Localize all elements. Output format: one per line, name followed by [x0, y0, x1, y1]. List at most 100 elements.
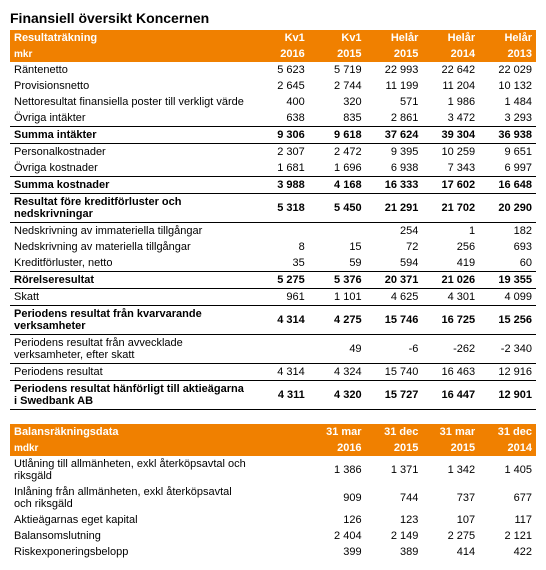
cell: 11 204 [422, 78, 479, 94]
cell: 594 [366, 255, 423, 272]
row-label: Inlåning från allmänheten, exkl återköps… [10, 484, 252, 512]
cell: 2 404 [309, 528, 366, 544]
col-h: 2016 [309, 440, 366, 456]
row-label: Nedskrivning av immateriella tillgångar [10, 223, 252, 240]
cell: 107 [422, 512, 479, 528]
cell: 3 293 [479, 110, 536, 127]
row-label: Nettoresultat finansiella poster till ve… [10, 94, 252, 110]
income-statement-table: Resultaträkning Kv1 Kv1 Helår Helår Helå… [10, 30, 536, 410]
cell: 20 371 [366, 272, 423, 289]
row-label: Rörelseresultat [10, 272, 252, 289]
cell: 21 026 [422, 272, 479, 289]
col-h: Helår [479, 30, 536, 46]
col-h: 2015 [309, 46, 366, 62]
cell: 1 405 [479, 456, 536, 484]
cell: 4 099 [479, 289, 536, 306]
cell-empty [252, 544, 309, 560]
income-header-label: Resultaträkning [10, 30, 252, 46]
cell: 15 746 [366, 306, 423, 335]
cell: 399 [309, 544, 366, 560]
cell: 1 386 [309, 456, 366, 484]
balance-header-row-2: mdkr 2016 2015 2015 2014 [10, 440, 536, 456]
table-row-total: Periodens resultat hänförligt till aktie… [10, 381, 536, 410]
row-label: Periodens resultat hänförligt till aktie… [10, 381, 252, 410]
col-h: 31 dec [479, 424, 536, 440]
cell: 49 [309, 335, 366, 364]
row-label: Summa intäkter [10, 127, 252, 144]
cell: 4 168 [309, 177, 366, 194]
cell-empty [252, 456, 309, 484]
cell: 117 [479, 512, 536, 528]
row-label: Provisionsnetto [10, 78, 252, 94]
col-h: 31 mar [309, 424, 366, 440]
cell: 6 938 [366, 160, 423, 177]
table-row: Provisionsnetto2 6452 74411 19911 20410 … [10, 78, 536, 94]
row-label: Övriga kostnader [10, 160, 252, 177]
cell: 16 447 [422, 381, 479, 410]
cell: 60 [479, 255, 536, 272]
table-row: Kreditförluster, netto355959441960 [10, 255, 536, 272]
cell: 254 [366, 223, 423, 240]
col-h: 2016 [252, 46, 309, 62]
row-label: Övriga intäkter [10, 110, 252, 127]
row-label: Balansomslutning [10, 528, 252, 544]
cell: 19 355 [479, 272, 536, 289]
table-gap [10, 410, 536, 424]
cell: 320 [309, 94, 366, 110]
col-empty [252, 440, 309, 456]
cell: 10 132 [479, 78, 536, 94]
cell: 22 642 [422, 62, 479, 78]
cell: 22 993 [366, 62, 423, 78]
cell: 2 275 [422, 528, 479, 544]
cell: 5 450 [309, 194, 366, 223]
cell: 39 304 [422, 127, 479, 144]
cell: 59 [309, 255, 366, 272]
cell: 2 744 [309, 78, 366, 94]
cell: 10 259 [422, 144, 479, 161]
table-row: Personalkostnader2 3072 4729 39510 2599 … [10, 144, 536, 161]
cell: 693 [479, 239, 536, 255]
cell: 22 029 [479, 62, 536, 78]
cell: 126 [309, 512, 366, 528]
cell: 9 306 [252, 127, 309, 144]
cell [309, 223, 366, 240]
row-label: Aktieägarnas eget kapital [10, 512, 252, 528]
balance-header-label: Balansräkningsdata [10, 424, 252, 440]
table-row: Räntenetto5 6235 71922 99322 64222 029 [10, 62, 536, 78]
row-label: Skatt [10, 289, 252, 306]
table-row: Nedskrivning av materiella tillgångar815… [10, 239, 536, 255]
cell: 8 [252, 239, 309, 255]
cell: 422 [479, 544, 536, 560]
cell: 20 290 [479, 194, 536, 223]
cell: 5 318 [252, 194, 309, 223]
cell: 15 727 [366, 381, 423, 410]
row-label: Periodens resultat från kvarvarande verk… [10, 306, 252, 335]
cell: 12 901 [479, 381, 536, 410]
row-label: Periodens resultat från avvecklade verks… [10, 335, 252, 364]
table-row: Övriga intäkter6388352 8613 4723 293 [10, 110, 536, 127]
cell: 16 648 [479, 177, 536, 194]
cell: -262 [422, 335, 479, 364]
row-label: Räntenetto [10, 62, 252, 78]
cell: -6 [366, 335, 423, 364]
cell: 9 395 [366, 144, 423, 161]
cell: 5 623 [252, 62, 309, 78]
cell: 123 [366, 512, 423, 528]
cell: 11 199 [366, 78, 423, 94]
cell: 4 314 [252, 306, 309, 335]
col-h: 2015 [366, 46, 423, 62]
cell: 5 719 [309, 62, 366, 78]
cell [252, 223, 309, 240]
cell-empty [252, 512, 309, 528]
col-h: Helår [422, 30, 479, 46]
cell: 9 651 [479, 144, 536, 161]
row-label: Riskexponeringsbelopp [10, 544, 252, 560]
cell: 1 696 [309, 160, 366, 177]
cell: 15 256 [479, 306, 536, 335]
col-h: 2015 [422, 440, 479, 456]
row-label: Nedskrivning av materiella tillgångar [10, 239, 252, 255]
col-h: 2014 [479, 440, 536, 456]
balance-sheet-table: Balansräkningsdata 31 mar 31 dec 31 mar … [10, 424, 536, 560]
cell: -2 340 [479, 335, 536, 364]
cell: 15 [309, 239, 366, 255]
